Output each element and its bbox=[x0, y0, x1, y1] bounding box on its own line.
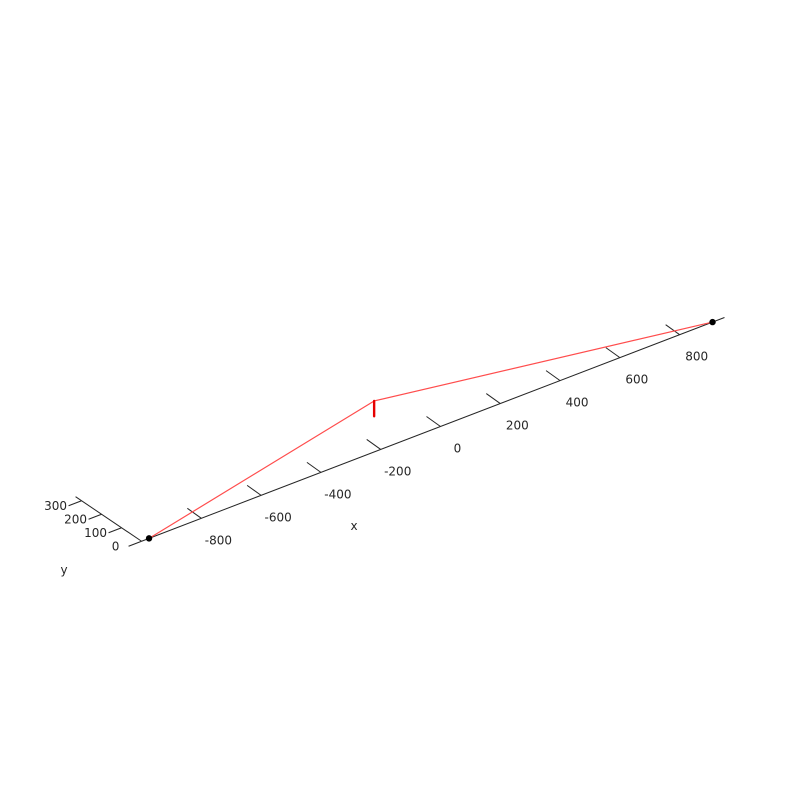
data-point-marker bbox=[145, 535, 153, 542]
line-segment bbox=[148, 400, 375, 539]
x-tick-label: 400 bbox=[566, 396, 589, 410]
y-tick-label: 100 bbox=[84, 526, 107, 540]
y-tick-label: 200 bbox=[64, 512, 87, 526]
x-tick-label: -600 bbox=[265, 510, 292, 524]
x-tick-mark bbox=[545, 370, 561, 382]
y-tick-label: 0 bbox=[112, 539, 120, 553]
x-tick-label: 0 bbox=[454, 442, 462, 456]
x-tick-label: -400 bbox=[324, 487, 351, 501]
x-tick-label: 200 bbox=[506, 419, 529, 433]
x-tick-mark bbox=[605, 347, 621, 359]
x-axis-line bbox=[141, 317, 725, 542]
x-tick-label: -200 bbox=[384, 464, 411, 478]
data-point-marker bbox=[709, 318, 716, 326]
x-tick-mark bbox=[426, 416, 441, 427]
x-tick-mark bbox=[366, 439, 382, 450]
line-segment bbox=[373, 321, 714, 402]
y-axis-label: y bbox=[60, 563, 67, 577]
x-tick-label: 800 bbox=[685, 350, 708, 364]
y-axis-line bbox=[75, 496, 142, 542]
x-tick-mark bbox=[306, 461, 322, 473]
x-axis-label: x bbox=[350, 519, 357, 533]
y-tick-mark bbox=[68, 500, 82, 507]
marker-layer bbox=[145, 318, 716, 542]
x-tick-mark bbox=[246, 484, 262, 496]
x-tick-mark bbox=[187, 507, 202, 519]
series-layer bbox=[148, 321, 714, 539]
y-tick-mark bbox=[88, 513, 102, 520]
x-tick-label: 600 bbox=[625, 373, 648, 387]
y-tick-label: 300 bbox=[44, 499, 67, 513]
x-tick-mark bbox=[665, 324, 680, 336]
y-tick-mark bbox=[108, 527, 122, 534]
y-tick-mark bbox=[128, 540, 142, 547]
x-tick-mark bbox=[485, 393, 501, 404]
x-tick-label: -800 bbox=[205, 533, 232, 547]
